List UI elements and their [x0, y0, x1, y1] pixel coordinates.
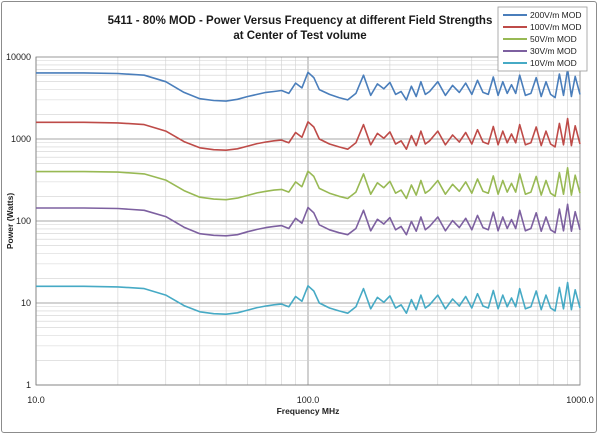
y-tick-label: 10	[21, 298, 31, 308]
series-line-200v-m-mod	[36, 68, 581, 102]
legend-label: 50V/m MOD	[530, 34, 577, 44]
series-line-10v-m-mod	[36, 281, 581, 316]
legend-item: 200V/m MOD	[503, 10, 582, 20]
y-tick-label: 10000	[6, 52, 31, 62]
plot-area	[35, 56, 581, 386]
chart-subtitle: at Center of Test volume	[233, 30, 366, 42]
y-tick-label: 1	[26, 380, 31, 390]
legend: 200V/m MOD 100V/m MOD 50V/m MOD 30V/m MO…	[497, 6, 588, 72]
y-tick-label: 100	[16, 216, 31, 226]
x-axis-label: Frequency MHz	[277, 406, 340, 416]
y-tick-label: 1000	[11, 134, 31, 144]
series-line-100v-m-mod	[36, 117, 581, 151]
y-axis-label: Power (Watts)	[5, 193, 15, 250]
legend-label: 30V/m MOD	[530, 46, 577, 56]
chart-title: 5411 - 80% MOD - Power Versus Frequency …	[108, 15, 493, 27]
series-lines	[36, 68, 581, 316]
series-line-30v-m-mod	[36, 203, 581, 237]
legend-label: 100V/m MOD	[530, 22, 582, 32]
legend-item: 30V/m MOD	[503, 46, 577, 56]
x-tick-label: 1000.0	[566, 395, 594, 405]
series-line-50v-m-mod	[36, 167, 581, 201]
legend-item: 50V/m MOD	[503, 34, 577, 44]
gridlines	[35, 57, 580, 386]
legend-item: 100V/m MOD	[503, 22, 582, 32]
x-tick-label: 10.0	[27, 395, 45, 405]
legend-item: 10V/m MOD	[503, 58, 577, 68]
x-tick-label: 100.0	[297, 395, 320, 405]
legend-label: 10V/m MOD	[530, 58, 577, 68]
legend-label: 200V/m MOD	[530, 10, 582, 20]
